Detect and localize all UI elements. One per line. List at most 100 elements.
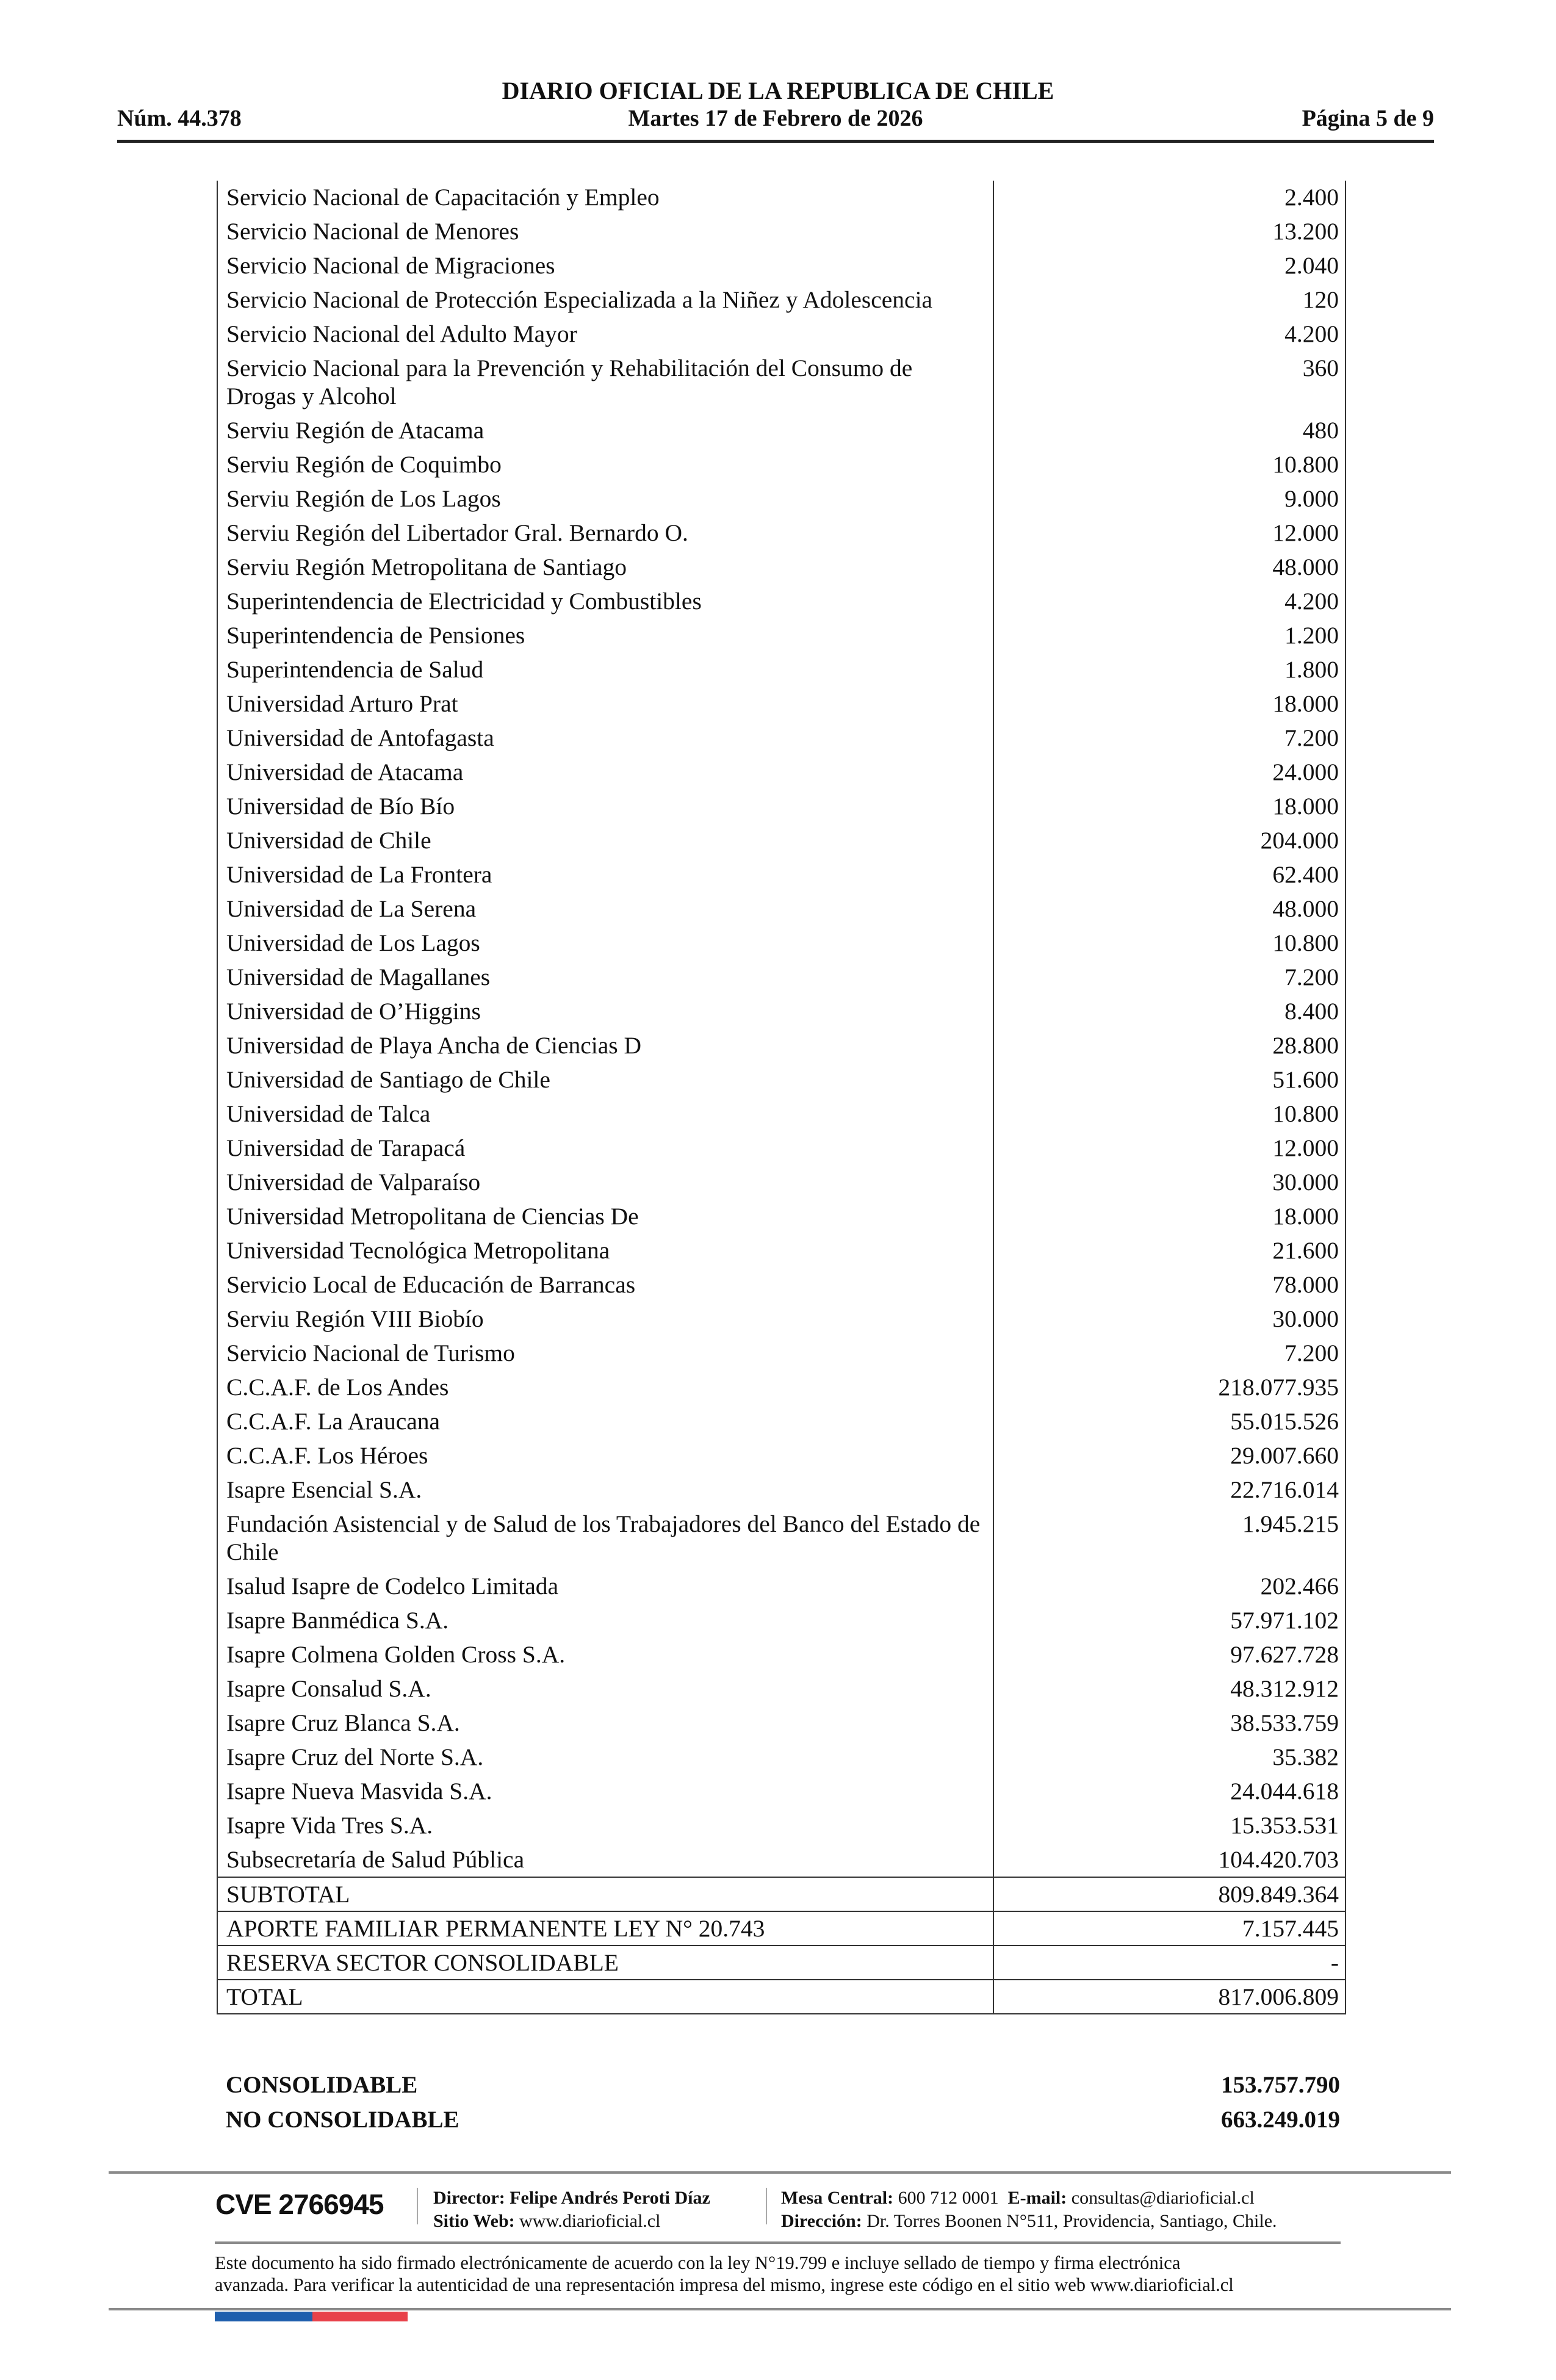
amount: 62.400 (993, 857, 1346, 892)
table-row: Isapre Esencial S.A. 22.716.014 (217, 1473, 1346, 1507)
entity-name: Universidad de O’Higgins (217, 994, 994, 1028)
entity-name: Isapre Cruz del Norte S.A. (217, 1740, 994, 1774)
entity-name: Superintendencia de Salud (217, 652, 994, 687)
table-row: Universidad de Playa Ancha de Ciencias D… (217, 1028, 1346, 1062)
entity-name: Isapre Colmena Golden Cross S.A. (217, 1637, 994, 1671)
amount: 29.007.660 (993, 1438, 1346, 1473)
disclaimer-line: Este documento ha sido firmado electróni… (215, 2252, 1181, 2273)
consolidation-row: CONSOLIDABLE 153.757.790 (226, 2071, 1340, 2099)
entity-name: Fundación Asistencial y de Salud de los … (217, 1507, 994, 1569)
amount: 1.200 (993, 618, 1346, 652)
summary-row: TOTAL 817.006.809 (217, 1979, 1346, 2014)
table-row: Isapre Cruz Blanca S.A. 38.533.759 (217, 1706, 1346, 1740)
entity-name: Isapre Nueva Masvida S.A. (217, 1774, 994, 1808)
table-row: Subsecretaría de Salud Pública 104.420.70… (217, 1842, 1346, 1877)
entity-name: APORTE FAMILIAR PERMANENTE LEY N° 20.743 (217, 1911, 994, 1946)
table-row: Servicio Nacional para la Prevención y R… (217, 351, 1346, 413)
publication-title: DIARIO OFICIAL DE LA REPUBLICA DE CHILE (502, 77, 1054, 104)
entity-name: C.C.A.F. de Los Andes (217, 1370, 994, 1404)
entity-name: Isalud Isapre de Codelco Limitada (217, 1569, 994, 1603)
entity-name: Universidad de Valparaíso (217, 1165, 994, 1199)
table-row: Servicio Nacional de Migraciones 2.040 (217, 248, 1346, 283)
entity-name: Servicio Nacional para la Prevención y R… (217, 351, 994, 413)
cve-code: CVE 2766945 (215, 2188, 384, 2220)
amount: 204.000 (993, 823, 1346, 857)
table-row: Superintendencia de Salud 1.800 (217, 652, 1346, 687)
page-number: Página 5 de 9 (1302, 106, 1434, 131)
table-row: Isapre Colmena Golden Cross S.A. 97.627.7… (217, 1637, 1346, 1671)
entity-name: Serviu Región del Libertador Gral. Berna… (217, 516, 994, 550)
amount: 8.400 (993, 994, 1346, 1028)
table-row: Superintendencia de Pensiones 1.200 (217, 618, 1346, 652)
amount: 2.040 (993, 248, 1346, 283)
address: Dr. Torres Boonen N°511, Providencia, Sa… (866, 2211, 1277, 2231)
amount: 809.849.364 (993, 1877, 1346, 1912)
entity-name: Isapre Esencial S.A. (217, 1473, 994, 1507)
amount: 48.000 (993, 892, 1346, 926)
entity-name: Superintendencia de Electricidad y Combu… (217, 584, 994, 618)
table-row: C.C.A.F. Los Héroes 29.007.660 (217, 1438, 1346, 1473)
table-row: Universidad de Bío Bío 18.000 (217, 789, 1346, 823)
amount: 48.312.912 (993, 1671, 1346, 1706)
amount: 35.382 (993, 1740, 1346, 1774)
amount: 15.353.531 (993, 1808, 1346, 1842)
table-row: Universidad de Tarapacá 12.000 (217, 1131, 1346, 1165)
table-row: Universidad de La Serena 48.000 (217, 892, 1346, 926)
amount: 28.800 (993, 1028, 1346, 1062)
issue-number: Núm. 44.378 (117, 106, 242, 131)
table-row: Universidad de La Frontera 62.400 (217, 857, 1346, 892)
table-row: Serviu Región del Libertador Gral. Berna… (217, 516, 1346, 550)
entity-name: Universidad de Talca (217, 1097, 994, 1131)
budget-table: Servicio Nacional de Capacitación y Empl… (217, 181, 1346, 2014)
entity-name: TOTAL (217, 1979, 994, 2014)
amount: 22.716.014 (993, 1473, 1346, 1507)
disclaimer-line: avanzada. Para verificar la autenticidad… (215, 2274, 1234, 2295)
amount: 30.000 (993, 1165, 1346, 1199)
amount: 55.015.526 (993, 1404, 1346, 1438)
entity-name: Serviu Región de Los Lagos (217, 481, 994, 516)
entity-name: Universidad de Magallanes (217, 960, 994, 994)
amount: 2.400 (993, 181, 1346, 214)
amount: 218.077.935 (993, 1370, 1346, 1404)
table-row: Universidad Metropolitana de Ciencias De… (217, 1199, 1346, 1233)
email-link[interactable]: consultas@diarioficial.cl (1071, 2188, 1255, 2208)
issue-date: Martes 17 de Febrero de 2026 (628, 106, 923, 131)
entity-name: Universidad de Atacama (217, 755, 994, 789)
header-divider (117, 140, 1434, 143)
table-row: Serviu Región de Atacama 480 (217, 413, 1346, 447)
web-link[interactable]: www.diarioficial.cl (519, 2211, 661, 2231)
amount: 13.200 (993, 214, 1346, 248)
amount: 18.000 (993, 687, 1346, 721)
table-row: Universidad de Chile 204.000 (217, 823, 1346, 857)
table-row: Servicio Nacional de Turismo 7.200 (217, 1336, 1346, 1370)
web-label: Sitio Web: (433, 2211, 515, 2231)
email-label: E-mail: (1007, 2188, 1067, 2208)
consolidation-amount: 663.249.019 (1221, 2107, 1340, 2133)
signature-disclaimer: Este documento ha sido firmado electróni… (215, 2252, 1344, 2296)
footer-bottom-divider (109, 2308, 1451, 2310)
table-row: Isapre Consalud S.A. 48.312.912 (217, 1671, 1346, 1706)
flag-stripe-red (312, 2312, 408, 2321)
entity-name: Universidad de Playa Ancha de Ciencias D (217, 1028, 994, 1062)
entity-name: Universidad Arturo Prat (217, 687, 994, 721)
amount: 4.200 (993, 317, 1346, 351)
amount: 1.945.215 (993, 1507, 1346, 1569)
table-row: Isalud Isapre de Codelco Limitada 202.466 (217, 1569, 1346, 1603)
footer-separator (417, 2188, 418, 2224)
amount: 18.000 (993, 789, 1346, 823)
amount: 9.000 (993, 481, 1346, 516)
table-row: Isapre Vida Tres S.A. 15.353.531 (217, 1808, 1346, 1842)
footer-contact-block: Mesa Central: 600 712 0001 E-mail: consu… (781, 2187, 1277, 2233)
footer-divider (109, 2171, 1451, 2174)
entity-name: Isapre Cruz Blanca S.A. (217, 1706, 994, 1740)
table-row: Universidad de O’Higgins 8.400 (217, 994, 1346, 1028)
entity-name: Servicio Nacional de Menores (217, 214, 994, 248)
flag-stripe-blue (215, 2312, 312, 2321)
entity-name: Serviu Región de Coquimbo (217, 447, 994, 481)
consolidation-label: CONSOLIDABLE (226, 2072, 418, 2098)
address-label: Dirección: (781, 2211, 862, 2231)
phone-label: Mesa Central: (781, 2188, 894, 2208)
entity-name: Serviu Región VIII Biobío (217, 1302, 994, 1336)
table-row: Serviu Región VIII Biobío 30.000 (217, 1302, 1346, 1336)
amount: 7.200 (993, 1336, 1346, 1370)
